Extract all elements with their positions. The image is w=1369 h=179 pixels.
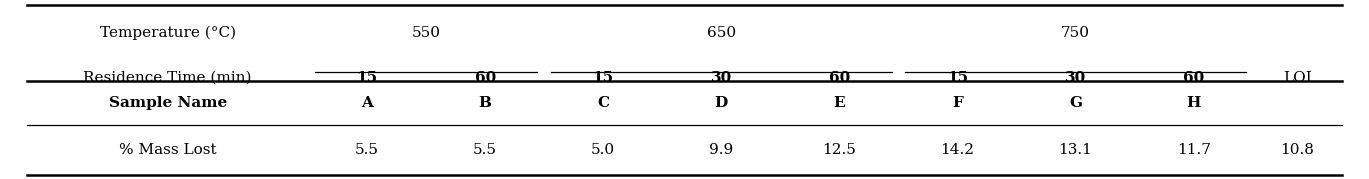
Text: LOI: LOI — [1283, 71, 1312, 85]
Text: Residence Time (min): Residence Time (min) — [84, 71, 252, 85]
Text: 650: 650 — [706, 26, 737, 40]
Text: C: C — [597, 96, 609, 110]
Text: 10.8: 10.8 — [1280, 143, 1314, 157]
Text: D: D — [715, 96, 728, 110]
Text: 15: 15 — [593, 71, 613, 85]
Text: F: F — [951, 96, 962, 110]
Text: Sample Name: Sample Name — [108, 96, 227, 110]
Text: B: B — [479, 96, 491, 110]
Text: 9.9: 9.9 — [709, 143, 734, 157]
Text: G: G — [1069, 96, 1082, 110]
Text: 750: 750 — [1061, 26, 1090, 40]
Text: E: E — [834, 96, 845, 110]
Text: 60: 60 — [828, 71, 850, 85]
Text: 30: 30 — [711, 71, 732, 85]
Text: 13.1: 13.1 — [1058, 143, 1092, 157]
Text: 60: 60 — [475, 71, 496, 85]
Text: 5.5: 5.5 — [355, 143, 379, 157]
Text: 11.7: 11.7 — [1177, 143, 1210, 157]
Text: 30: 30 — [1065, 71, 1086, 85]
Text: % Mass Lost: % Mass Lost — [119, 143, 216, 157]
Text: A: A — [361, 96, 372, 110]
Text: 15: 15 — [356, 71, 378, 85]
Text: 5.0: 5.0 — [591, 143, 615, 157]
Text: H: H — [1187, 96, 1201, 110]
Text: 12.5: 12.5 — [823, 143, 856, 157]
Text: 5.5: 5.5 — [474, 143, 497, 157]
Text: 60: 60 — [1183, 71, 1205, 85]
Text: 550: 550 — [412, 26, 441, 40]
Text: 15: 15 — [947, 71, 968, 85]
Text: 14.2: 14.2 — [941, 143, 975, 157]
Text: Temperature (°C): Temperature (°C) — [100, 26, 235, 40]
